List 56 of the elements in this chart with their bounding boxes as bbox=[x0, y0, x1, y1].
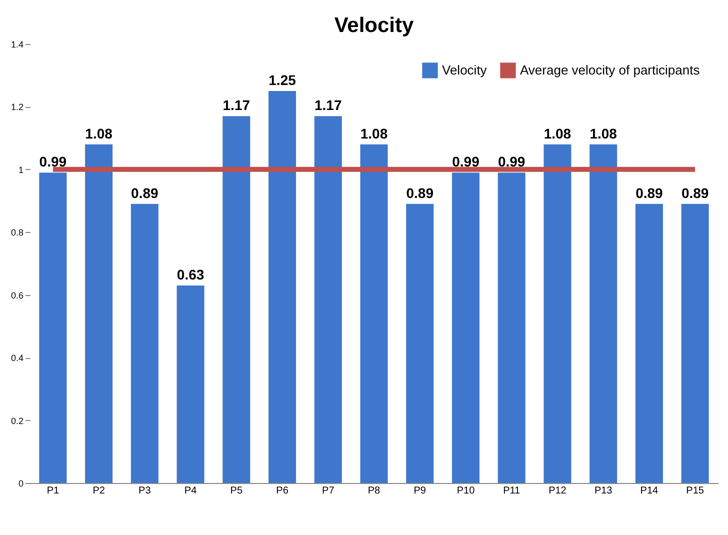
data-label: 1.08 bbox=[85, 125, 113, 142]
x-tick-label: P13 bbox=[594, 486, 613, 496]
bar bbox=[681, 204, 709, 483]
bar bbox=[222, 116, 250, 483]
x-tick-label: P10 bbox=[456, 486, 476, 496]
x-tick-label: P11 bbox=[503, 486, 521, 496]
y-tick-label: 1.2 bbox=[10, 102, 24, 112]
x-tick-label: P9 bbox=[414, 486, 426, 496]
bar bbox=[544, 144, 572, 483]
x-tick-label: P7 bbox=[322, 486, 335, 496]
data-label: 0.99 bbox=[452, 154, 480, 170]
legend-label: Average velocity of participants bbox=[520, 62, 700, 78]
bar bbox=[360, 144, 388, 483]
data-label: 1.25 bbox=[268, 72, 296, 88]
x-tick-label: P6 bbox=[276, 486, 289, 496]
data-label: 1.08 bbox=[360, 125, 388, 142]
bar bbox=[635, 204, 663, 483]
data-label: 0.99 bbox=[498, 154, 526, 170]
y-tick-label: 0.6 bbox=[10, 290, 24, 300]
legend-label: Velocity bbox=[442, 62, 488, 78]
bar bbox=[130, 204, 158, 483]
x-tick-label: P4 bbox=[184, 486, 198, 496]
x-tick-label: P8 bbox=[368, 486, 381, 496]
data-label: 0.99 bbox=[39, 154, 67, 170]
x-tick-label: P2 bbox=[92, 486, 106, 496]
y-tick-label: 0.2 bbox=[10, 416, 24, 426]
data-label: 0.89 bbox=[681, 184, 709, 201]
bar bbox=[314, 116, 342, 483]
x-tick-label: P5 bbox=[230, 486, 243, 496]
chart-title: Velocity bbox=[334, 14, 414, 37]
bar bbox=[39, 172, 67, 483]
data-label: 0.89 bbox=[636, 184, 664, 201]
x-tick-label: P12 bbox=[548, 486, 567, 496]
y-tick-label: 0.8 bbox=[10, 228, 24, 238]
data-label: 1.08 bbox=[590, 125, 618, 142]
y-tick-label: 1.4 bbox=[10, 40, 24, 50]
bar bbox=[452, 172, 480, 483]
x-tick-label: P3 bbox=[138, 486, 152, 496]
bar bbox=[498, 172, 526, 483]
data-label: 0.63 bbox=[176, 266, 204, 282]
y-tick-label: 0 bbox=[18, 478, 24, 488]
y-tick-label: 1 bbox=[18, 164, 24, 175]
bar bbox=[268, 91, 296, 483]
data-label: 0.89 bbox=[131, 184, 159, 201]
bar bbox=[85, 144, 113, 483]
data-label: 1.17 bbox=[222, 97, 250, 114]
bar bbox=[590, 144, 618, 483]
x-tick-label: P15 bbox=[686, 486, 704, 496]
bar bbox=[406, 204, 434, 483]
data-label: 1.17 bbox=[314, 97, 342, 114]
x-tick-label: P14 bbox=[640, 486, 659, 496]
data-label: 0.89 bbox=[406, 184, 434, 201]
data-label: 1.08 bbox=[544, 125, 572, 142]
bar bbox=[176, 285, 204, 483]
y-tick-label: 0.4 bbox=[10, 353, 24, 364]
x-tick-label: P1 bbox=[46, 486, 60, 496]
